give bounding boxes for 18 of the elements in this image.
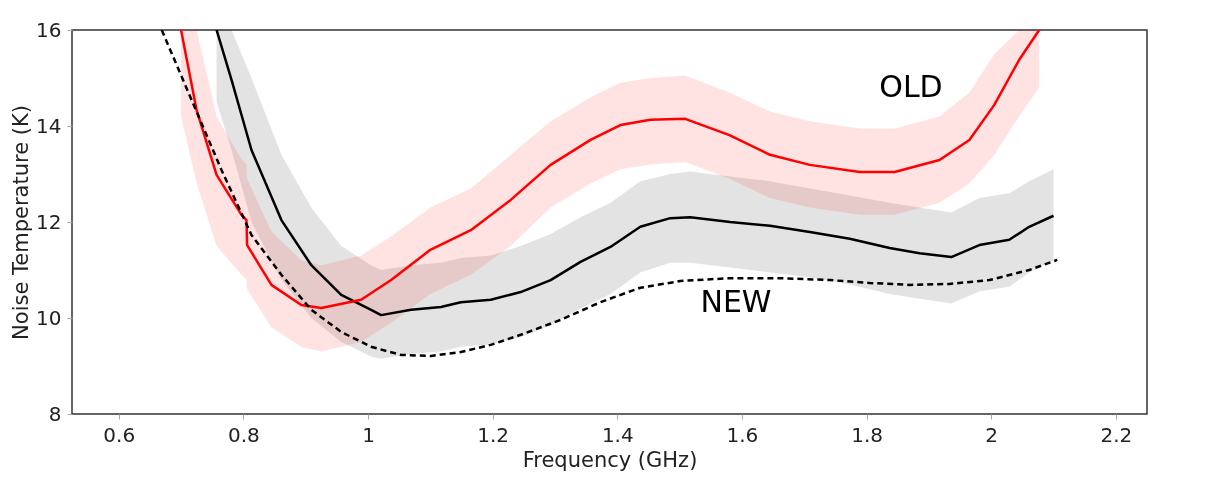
x-tick-label: 1.8 <box>851 422 883 447</box>
x-tick-label: 0.6 <box>103 422 136 447</box>
y-tick-label: 14 <box>36 113 62 138</box>
y-axis-title: Noise Temperature (K) <box>9 105 34 340</box>
y-tick-label: 8 <box>48 401 62 426</box>
x-tick-label: 2.2 <box>1100 422 1133 447</box>
x-tick-label: 2 <box>985 422 999 447</box>
annotation: NEW <box>700 284 772 319</box>
x-tick-label: 1 <box>362 422 375 447</box>
y-tick-label: 10 <box>36 305 62 330</box>
x-tick-label: 1.4 <box>601 422 634 447</box>
x-tick-label: 1.6 <box>726 422 759 447</box>
x-tick-label: 0.8 <box>227 422 260 447</box>
x-axis-title: Frequency (GHz) <box>522 447 698 472</box>
y-tick-label: 12 <box>36 209 62 234</box>
y-tick-label: 16 <box>36 17 62 42</box>
annotation: OLD <box>879 69 943 104</box>
x-tick-label: 1.2 <box>477 422 510 447</box>
